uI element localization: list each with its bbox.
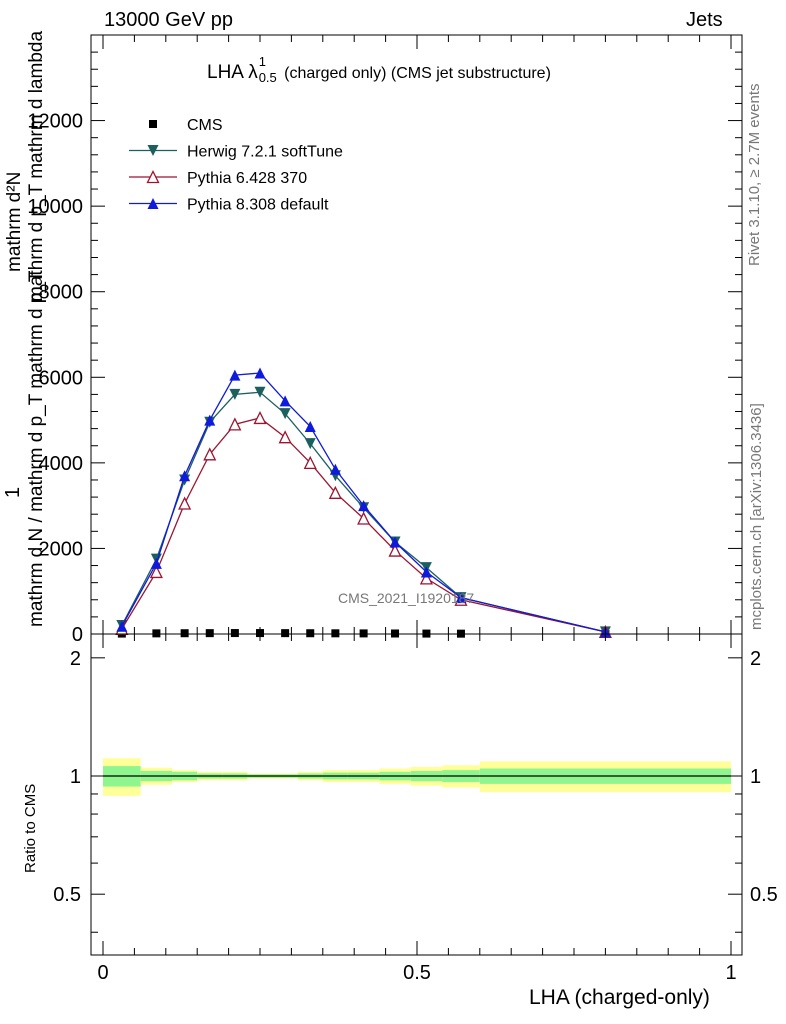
rivet-label: Rivet 3.1.10, ≥ 2.7M events — [746, 83, 763, 267]
ratio-y-tick-label: 2 — [70, 648, 81, 670]
main-y-tick-label: 6000 — [39, 367, 84, 389]
ratio-y-tick-label: 1 — [70, 766, 81, 788]
series-pythia-6-428-370-point — [149, 565, 163, 579]
series-pythia-6-428-370-point — [203, 447, 217, 461]
series-pythia-8-308-default-point — [279, 395, 291, 407]
title-main: LHA λ — [207, 62, 258, 83]
series-herwig-7-2-1-softtune-point — [304, 438, 316, 450]
series-cms-point — [281, 629, 290, 638]
series-pythia-8-308-default-point — [329, 463, 341, 475]
legend: CMS Herwig 7.2.1 softTune Pythia 6.428 370… — [129, 117, 343, 214]
series-pythia-8-308-default-point — [455, 592, 467, 604]
series-cms-point — [230, 629, 239, 638]
series-pythia-8-308-default-point — [204, 414, 216, 426]
series-cms-point — [306, 629, 315, 638]
series-cms-point — [359, 629, 368, 638]
series-herwig-7-2-1-softtune-point — [229, 388, 241, 400]
series-pythia-8-308-default-point — [179, 470, 191, 482]
main-y-tick-label: 4000 — [39, 453, 84, 475]
series-pythia-8-308-default-point — [229, 369, 241, 381]
series-pythia-6-428-370-line — [121, 417, 606, 633]
mcplots-label: mcplots.cern.ch [arXiv:1306.3436] — [748, 403, 765, 630]
header-left-label: 13000 GeV pp — [104, 9, 233, 31]
series-cms-point — [331, 629, 340, 638]
series-cms-point — [205, 629, 214, 638]
legend-label: Herwig 7.2.1 softTune — [187, 144, 343, 161]
series-pythia-8-308-default-point — [358, 500, 370, 512]
series-pythia-8-308-default-point — [116, 620, 128, 632]
ratio-ylabel: Ratio to CMS — [22, 783, 39, 873]
legend-marker — [147, 145, 159, 156]
main-plot-series — [115, 367, 612, 639]
ratio-y-tick-label-right: 1 — [750, 766, 761, 788]
series-pythia-6-428-370-point — [253, 410, 267, 425]
analysis-watermark: CMS_2021_I1920187 — [338, 590, 475, 606]
header-right-label: Jets — [686, 9, 723, 31]
x-axis-label: LHA (charged-only) — [529, 986, 710, 1009]
title-rest: (charged only) (CMS jet substructure) — [279, 65, 551, 82]
series-pythia-8-308-default-point — [389, 536, 401, 548]
legend-label: CMS — [187, 117, 223, 134]
ylabel-one: 1 — [2, 486, 24, 498]
legend-marker — [147, 198, 159, 209]
ratio-x-tick-label: 1 — [725, 962, 736, 984]
series-pythia-6-428-370-point — [228, 417, 242, 431]
main-y-tick-label: 8000 — [39, 282, 84, 304]
series-herwig-7-2-1-softtune-point — [279, 408, 291, 420]
series-pythia-6-428-370-point — [303, 455, 317, 470]
series-pythia-8-308-default-point — [420, 566, 432, 578]
ratio-y-tick-label-right: 2 — [750, 648, 761, 670]
series-pythia-6-428-370-point — [388, 543, 402, 557]
main-y-tick-label: 10000 — [27, 196, 83, 218]
series-cms-point — [152, 629, 161, 638]
series-pythia-6-428-370-point — [278, 430, 292, 444]
ratio-plot-area — [103, 758, 731, 796]
ratio-plot-frame — [90, 633, 743, 956]
series-pythia-6-428-370-point — [328, 485, 342, 499]
series-pythia-8-308-default-point — [254, 367, 266, 379]
series-pythia-8-308-default-point — [150, 557, 162, 569]
legend-label: Pythia 6.428 370 — [187, 170, 307, 187]
series-pythia-8-308-default-line — [121, 372, 606, 633]
ylabel-bottom: mathrm d N / mathrm d p_T mathrm d p_T — [26, 270, 47, 627]
main-y-tick-label: 0 — [72, 624, 83, 646]
series-cms-point — [180, 629, 189, 638]
series-herwig-7-2-1-softtune-line — [121, 391, 606, 633]
legend-marker — [146, 170, 160, 184]
ratio-x-tick-label: 0.5 — [403, 962, 431, 984]
title-superscript: 1 — [258, 54, 266, 69]
ylabel-top-denominator: mathrm d p_T mathrm d lambda — [26, 30, 47, 302]
series-pythia-6-428-370-point — [357, 511, 371, 525]
ylabel-top: mathrm d²N — [4, 171, 25, 272]
series-pythia-8-308-default-point — [304, 420, 316, 432]
legend-marker — [149, 120, 157, 128]
main-plot-title: LHA λ 1 0.5 (charged only) (CMS jet substr… — [207, 54, 551, 85]
series-herwig-7-2-1-softtune-point — [254, 386, 266, 398]
legend-label: Pythia 8.308 default — [187, 197, 329, 214]
series-pythia-6-428-370-point — [419, 571, 433, 585]
ratio-y-tick-label-right: 0.5 — [750, 884, 778, 906]
ratio-y-tick-label: 0.5 — [53, 884, 81, 906]
main-y-tick-label: 2000 — [39, 538, 84, 560]
series-cms-point — [391, 629, 400, 638]
title-subscript: 0.5 — [258, 70, 277, 85]
ratio-x-tick-label: 0 — [97, 962, 108, 984]
series-pythia-6-428-370-point — [178, 496, 192, 510]
main-y-tick-label: 12000 — [27, 111, 83, 133]
title-scripts: 1 0.5 — [258, 54, 280, 85]
